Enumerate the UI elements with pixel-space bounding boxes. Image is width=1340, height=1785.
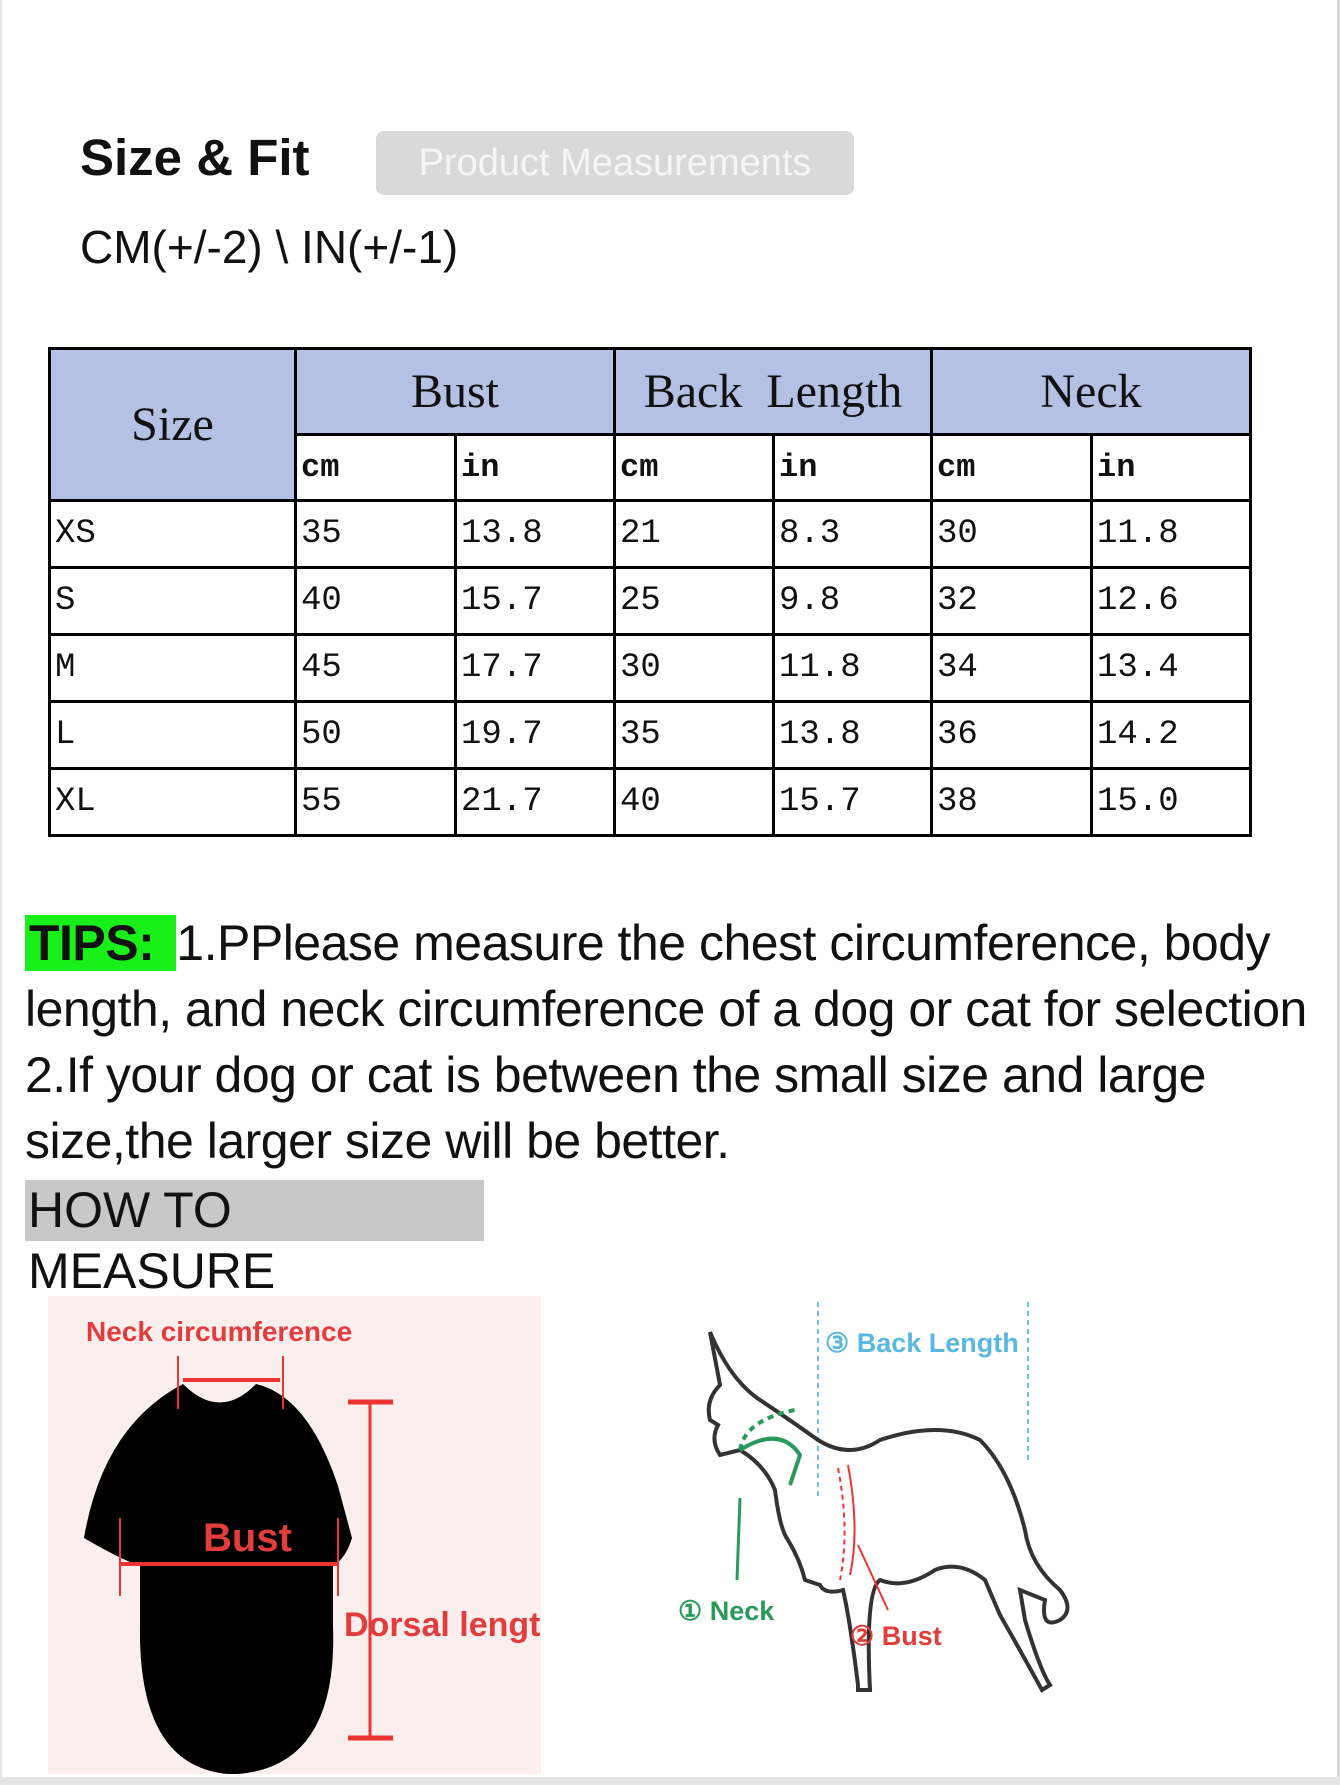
measurement-cell: 30 — [930, 499, 1093, 569]
measurement-cell: 50 — [294, 700, 457, 770]
dog-outline — [706, 1331, 1070, 1693]
measurement-cell: 15.0 — [1090, 767, 1252, 837]
measurement-cell: 11.8 — [1090, 499, 1252, 569]
back-length-header: Back Length — [613, 347, 933, 436]
measurement-cell: 14.2 — [1090, 700, 1252, 770]
measurement-cell: 15.7 — [772, 767, 933, 837]
page-title: Size & Fit — [80, 129, 310, 186]
measurement-cell: 17.7 — [454, 633, 616, 703]
measurement-cell: 38 — [930, 767, 1093, 837]
table-row: S 40 15.7 25 9.8 32 12.6 — [48, 566, 1252, 636]
shirt-silhouette — [84, 1384, 352, 1774]
measurement-cell: 13.8 — [454, 499, 616, 569]
tips-text: 1.PPlease measure the chest circumferenc… — [25, 915, 1307, 1169]
bust-label: Bust — [203, 1516, 292, 1560]
size-table: Size Bust Back Length Neck cm in cm in c… — [48, 347, 1252, 837]
bottom-border — [0, 1777, 1340, 1785]
measurement-cell: 55 — [294, 767, 457, 837]
neck-header: Neck — [930, 347, 1252, 436]
measurement-cell: 19.7 — [454, 700, 616, 770]
measurement-cell: 34 — [930, 633, 1093, 703]
unit-header: in — [454, 433, 616, 502]
measurement-cell: 25 — [613, 566, 775, 636]
size-cell: L — [48, 700, 297, 770]
measurement-cell: 15.7 — [454, 566, 616, 636]
measurement-cell: 8.3 — [772, 499, 933, 569]
table-row: XS 35 13.8 21 8.3 30 11.8 — [48, 499, 1252, 569]
table-row: XL 55 21.7 40 15.7 38 15.0 — [48, 767, 1252, 837]
unit-header: in — [772, 433, 933, 502]
dorsal-length-label: Dorsal length — [344, 1606, 541, 1644]
measurement-cell: 40 — [613, 767, 775, 837]
table-row: L 50 19.7 35 13.8 36 14.2 — [48, 700, 1252, 770]
unit-header: cm — [613, 433, 775, 502]
measurement-cell: 13.8 — [772, 700, 933, 770]
shirt-measurement-diagram: Neck circumference Bust Dorsal length — [48, 1296, 561, 1774]
measurement-cell: 21.7 — [454, 767, 616, 837]
table-row: M 45 17.7 30 11.8 34 13.4 — [48, 633, 1252, 703]
neck-circumference-label: Neck circumference — [86, 1316, 352, 1347]
tolerance-note: CM(+/-2) \ IN(+/-1) — [80, 221, 459, 273]
unit-header: cm — [930, 433, 1093, 502]
measurement-cell: 30 — [613, 633, 775, 703]
measurement-cell: 35 — [613, 700, 775, 770]
size-cell: S — [48, 566, 297, 636]
back-length-label: ③ Back Length — [825, 1328, 1019, 1358]
unit-header: in — [1090, 433, 1252, 502]
product-measurements-badge: Product Measurements — [376, 131, 854, 195]
measurement-cell: 45 — [294, 633, 457, 703]
how-to-measure-heading: HOW TO MEASURE — [25, 1180, 484, 1299]
bust-header: Bust — [294, 347, 616, 436]
size-cell: M — [48, 633, 297, 703]
unit-header: cm — [294, 433, 457, 502]
bust-label: ② Bust — [850, 1621, 942, 1651]
right-border — [1337, 0, 1340, 1785]
measurement-cell: 21 — [613, 499, 775, 569]
measurement-cell: 40 — [294, 566, 457, 636]
measurement-cell: 9.8 — [772, 566, 933, 636]
measurement-cell: 12.6 — [1090, 566, 1252, 636]
dog-measurement-diagram: ③ Back Length ① Neck ② Bust — [640, 1290, 1120, 1710]
measurement-cell: 11.8 — [772, 633, 933, 703]
left-border — [0, 0, 2, 1785]
size-header: Size — [48, 347, 297, 502]
measurement-cell: 32 — [930, 566, 1093, 636]
measurement-cell: 36 — [930, 700, 1093, 770]
tips-label: TIPS: — [25, 915, 177, 971]
size-cell: XL — [48, 767, 297, 837]
neck-label: ① Neck — [678, 1596, 775, 1626]
tips-paragraph: TIPS: 1.PPlease measure the chest circumf… — [25, 910, 1335, 1174]
size-cell: XS — [48, 499, 297, 569]
measurement-cell: 35 — [294, 499, 457, 569]
measurement-cell: 13.4 — [1090, 633, 1252, 703]
